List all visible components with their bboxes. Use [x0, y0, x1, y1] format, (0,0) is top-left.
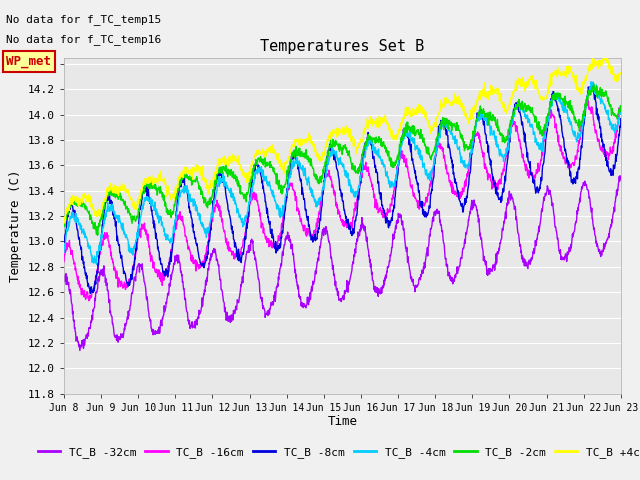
TC_B -8cm [86, 290, 94, 296]
TC_B -8cm [502, 171, 509, 177]
TC_B -8cm [429, 176, 437, 182]
TC_B -32cm [60, 278, 68, 284]
X-axis label: Time: Time [328, 415, 357, 429]
TC_B -2cm [184, 174, 192, 180]
TC_B +4cm [604, 52, 611, 58]
TC_B -2cm [551, 97, 559, 103]
TC_B -4cm [93, 262, 100, 267]
Line: TC_B +4cm: TC_B +4cm [64, 55, 621, 223]
TC_B -2cm [94, 232, 102, 238]
TC_B -4cm [60, 249, 68, 255]
TC_B -16cm [184, 246, 192, 252]
TC_B -8cm [246, 190, 254, 196]
TC_B -16cm [551, 125, 559, 131]
TC_B +4cm [246, 168, 254, 174]
TC_B -16cm [171, 224, 179, 230]
TC_B -4cm [429, 164, 437, 169]
TC_B -4cm [171, 222, 179, 228]
Y-axis label: Temperature (C): Temperature (C) [10, 169, 22, 282]
TC_B -32cm [551, 224, 559, 230]
TC_B +4cm [617, 70, 625, 75]
TC_B -2cm [590, 81, 598, 86]
TC_B -2cm [429, 150, 437, 156]
Line: TC_B -4cm: TC_B -4cm [64, 82, 621, 264]
TC_B -8cm [617, 116, 625, 121]
TC_B +4cm [184, 170, 191, 176]
Text: No data for f_TC_temp16: No data for f_TC_temp16 [6, 34, 162, 45]
TC_B -16cm [582, 96, 590, 102]
TC_B -8cm [60, 239, 68, 245]
TC_B -32cm [617, 176, 625, 182]
TC_B -32cm [171, 261, 179, 267]
Line: TC_B -8cm: TC_B -8cm [64, 82, 621, 293]
TC_B -16cm [617, 105, 625, 111]
Line: TC_B -16cm: TC_B -16cm [64, 99, 621, 300]
TC_B +4cm [551, 69, 559, 75]
TC_B -4cm [502, 152, 509, 158]
TC_B -8cm [587, 79, 595, 85]
TC_B -8cm [184, 198, 192, 204]
Legend: TC_B -32cm, TC_B -16cm, TC_B -8cm, TC_B -4cm, TC_B -2cm, TC_B +4cm: TC_B -32cm, TC_B -16cm, TC_B -8cm, TC_B … [33, 443, 640, 463]
TC_B -16cm [429, 166, 437, 171]
TC_B +4cm [502, 105, 509, 111]
TC_B -16cm [246, 200, 254, 206]
TC_B -8cm [171, 221, 179, 227]
TC_B -16cm [502, 156, 509, 162]
Title: Temperatures Set B: Temperatures Set B [260, 39, 424, 54]
TC_B -32cm [76, 348, 84, 353]
TC_B -2cm [60, 224, 68, 229]
TC_B -32cm [246, 248, 254, 253]
TC_B -32cm [616, 173, 624, 179]
TC_B -32cm [502, 216, 509, 221]
TC_B -32cm [184, 318, 192, 324]
TC_B -4cm [184, 187, 192, 193]
TC_B +4cm [170, 189, 178, 194]
TC_B -4cm [617, 107, 625, 113]
TC_B -4cm [246, 195, 254, 201]
Text: WP_met: WP_met [6, 55, 51, 68]
TC_B -2cm [171, 203, 179, 209]
Line: TC_B -2cm: TC_B -2cm [64, 84, 621, 235]
TC_B -2cm [246, 174, 254, 180]
Line: TC_B -32cm: TC_B -32cm [64, 176, 621, 350]
TC_B -2cm [502, 138, 509, 144]
TC_B -16cm [85, 298, 93, 303]
TC_B -16cm [60, 259, 68, 264]
TC_B -32cm [429, 214, 437, 220]
TC_B +4cm [429, 128, 436, 133]
TC_B -4cm [551, 96, 559, 102]
TC_B -2cm [617, 103, 625, 109]
TC_B -4cm [589, 79, 596, 85]
TC_B +4cm [60, 220, 68, 226]
TC_B -8cm [551, 97, 559, 103]
Text: No data for f_TC_temp15: No data for f_TC_temp15 [6, 14, 162, 25]
